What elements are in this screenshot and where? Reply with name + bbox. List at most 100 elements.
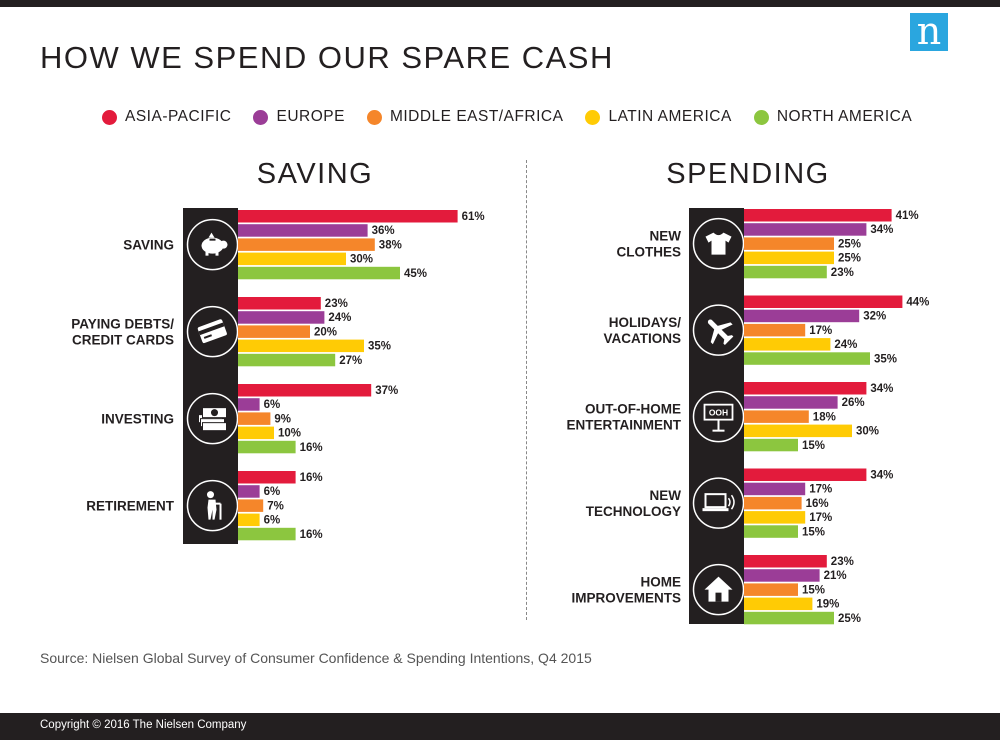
bar xyxy=(744,209,892,222)
data-label: 6% xyxy=(264,486,281,498)
bar xyxy=(238,238,375,251)
data-label: 45% xyxy=(404,268,427,280)
data-label: 16% xyxy=(300,529,323,541)
footer-bar: Copyright © 2016 The Nielsen Company xyxy=(0,713,1000,740)
data-label: 16% xyxy=(300,442,323,454)
data-label: 27% xyxy=(339,355,362,367)
bar xyxy=(744,597,813,611)
data-label: 17% xyxy=(809,325,832,337)
legend-swatch xyxy=(253,109,269,125)
data-label: 61% xyxy=(462,211,485,223)
data-label: 25% xyxy=(838,253,861,265)
bar xyxy=(744,265,827,279)
legend-swatch xyxy=(753,109,769,125)
legend-swatch xyxy=(366,109,382,125)
credit-card-icon xyxy=(186,305,239,358)
bar xyxy=(744,496,802,510)
legend-label: NORTH AMERICA xyxy=(776,108,913,125)
data-label: 6% xyxy=(264,399,281,411)
legend-label: ASIA-PACIFIC xyxy=(125,108,232,125)
bar xyxy=(238,339,364,353)
data-label: 25% xyxy=(838,238,861,250)
bar xyxy=(238,252,346,266)
bar xyxy=(744,468,867,481)
data-label: 21% xyxy=(824,570,847,582)
bar xyxy=(744,569,820,582)
legend-item: ASIA-PACIFIC xyxy=(102,108,231,126)
ooh-sign-text: OOH xyxy=(709,408,728,418)
data-label: 36% xyxy=(372,225,395,237)
data-label: 35% xyxy=(368,341,391,353)
data-label: 23% xyxy=(831,556,854,568)
top-bar xyxy=(0,0,1000,7)
category-label: IMPROVEMENTS xyxy=(571,591,681,606)
category-label: CLOTHES xyxy=(616,245,681,260)
bar xyxy=(238,311,325,324)
data-label: 32% xyxy=(863,311,886,323)
data-label: 6% xyxy=(264,515,281,527)
bar xyxy=(238,325,310,338)
bar xyxy=(744,382,867,395)
category-label: RETIREMENT xyxy=(86,499,175,514)
bar xyxy=(744,438,798,452)
bar xyxy=(238,384,372,397)
legend-item: EUROPE xyxy=(253,108,344,126)
spending-chart-title: SPENDING xyxy=(666,158,830,190)
legend: ASIA-PACIFIC EUROPE MIDDLE EAST/AFRICA L… xyxy=(102,108,934,126)
data-label: 34% xyxy=(870,383,893,395)
category-label: NEW xyxy=(650,488,682,503)
saving-chart-title: SAVING xyxy=(256,158,374,190)
data-label: 24% xyxy=(834,339,857,351)
legend-swatch xyxy=(102,109,117,125)
bar xyxy=(238,426,274,440)
bar xyxy=(238,527,296,541)
data-label: 44% xyxy=(906,297,929,309)
legend-item: LATIN AMERICA xyxy=(585,108,731,126)
bar xyxy=(744,352,870,365)
data-label: 17% xyxy=(809,512,832,524)
house-icon xyxy=(692,563,745,616)
bar xyxy=(744,511,806,524)
bar xyxy=(744,611,834,625)
t-shirt-icon xyxy=(692,217,745,270)
bar xyxy=(238,499,264,512)
category-label: OUT-OF-HOME xyxy=(585,402,681,417)
source-note: Source: Nielsen Global Survey of Consume… xyxy=(40,650,592,666)
bar xyxy=(744,482,806,496)
bar xyxy=(238,353,336,367)
copyright-text: Copyright © 2016 The Nielsen Company xyxy=(40,719,247,731)
data-label: 30% xyxy=(856,426,879,438)
bar xyxy=(744,323,806,337)
legend-item: MIDDLE EAST/AFRICA xyxy=(366,108,564,126)
data-label: 23% xyxy=(831,267,854,279)
bar xyxy=(744,525,798,538)
bar xyxy=(744,555,827,568)
legend-item: NORTH AMERICA xyxy=(753,108,913,126)
bar xyxy=(744,251,834,265)
data-label: 10% xyxy=(278,428,301,440)
data-label: 9% xyxy=(274,413,291,425)
legend-label: LATIN AMERICA xyxy=(608,108,732,125)
data-label: 19% xyxy=(816,599,839,611)
bar xyxy=(238,297,321,310)
bar xyxy=(238,485,260,498)
nielsen-logo: n xyxy=(910,12,948,51)
bar xyxy=(238,412,271,425)
data-label: 34% xyxy=(870,470,893,482)
bar xyxy=(744,237,834,250)
bar xyxy=(238,210,458,223)
category-label: CREDIT CARDS xyxy=(72,333,174,348)
piggy-bank-icon xyxy=(186,218,239,271)
data-label: 17% xyxy=(809,484,832,496)
bar xyxy=(744,295,903,308)
bar xyxy=(744,583,798,596)
data-label: 7% xyxy=(267,500,284,512)
laptop-icon xyxy=(692,477,745,529)
section-divider xyxy=(526,160,527,620)
bar xyxy=(744,338,831,351)
bar xyxy=(744,396,838,409)
category-label: HOME xyxy=(641,575,682,590)
data-label: 34% xyxy=(870,224,893,236)
data-label: 20% xyxy=(314,326,337,338)
data-label: 24% xyxy=(328,312,351,324)
